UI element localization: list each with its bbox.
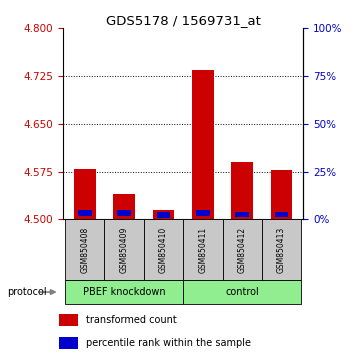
Bar	[231, 162, 253, 219]
Text: GSM850410: GSM850410	[159, 227, 168, 273]
Text: GSM850408: GSM850408	[80, 227, 89, 273]
Bar	[183, 280, 301, 304]
Bar	[104, 219, 144, 280]
Text: protocol: protocol	[7, 287, 47, 297]
Bar	[59, 337, 78, 349]
Bar	[183, 219, 223, 280]
Bar	[223, 219, 262, 280]
Bar	[275, 211, 288, 217]
Bar	[157, 212, 170, 218]
Bar	[235, 211, 249, 217]
Title: GDS5178 / 1569731_at: GDS5178 / 1569731_at	[106, 14, 261, 27]
Bar	[262, 219, 301, 280]
Bar	[196, 210, 210, 216]
Bar	[153, 210, 174, 219]
Bar	[78, 210, 92, 216]
Text: GSM850412: GSM850412	[238, 227, 247, 273]
Bar	[65, 280, 183, 304]
Bar	[74, 169, 96, 219]
Bar	[59, 314, 78, 326]
Bar	[113, 194, 135, 219]
Text: percentile rank within the sample: percentile rank within the sample	[86, 338, 251, 348]
Text: transformed count: transformed count	[86, 315, 177, 325]
Bar	[65, 219, 104, 280]
Text: PBEF knockdown: PBEF knockdown	[83, 287, 165, 297]
Text: control: control	[225, 287, 259, 297]
Text: GSM850409: GSM850409	[120, 226, 129, 273]
Text: GSM850413: GSM850413	[277, 227, 286, 273]
Bar	[144, 219, 183, 280]
Bar	[117, 210, 131, 216]
Text: GSM850411: GSM850411	[199, 227, 207, 273]
Bar	[192, 70, 214, 219]
Bar	[271, 170, 292, 219]
